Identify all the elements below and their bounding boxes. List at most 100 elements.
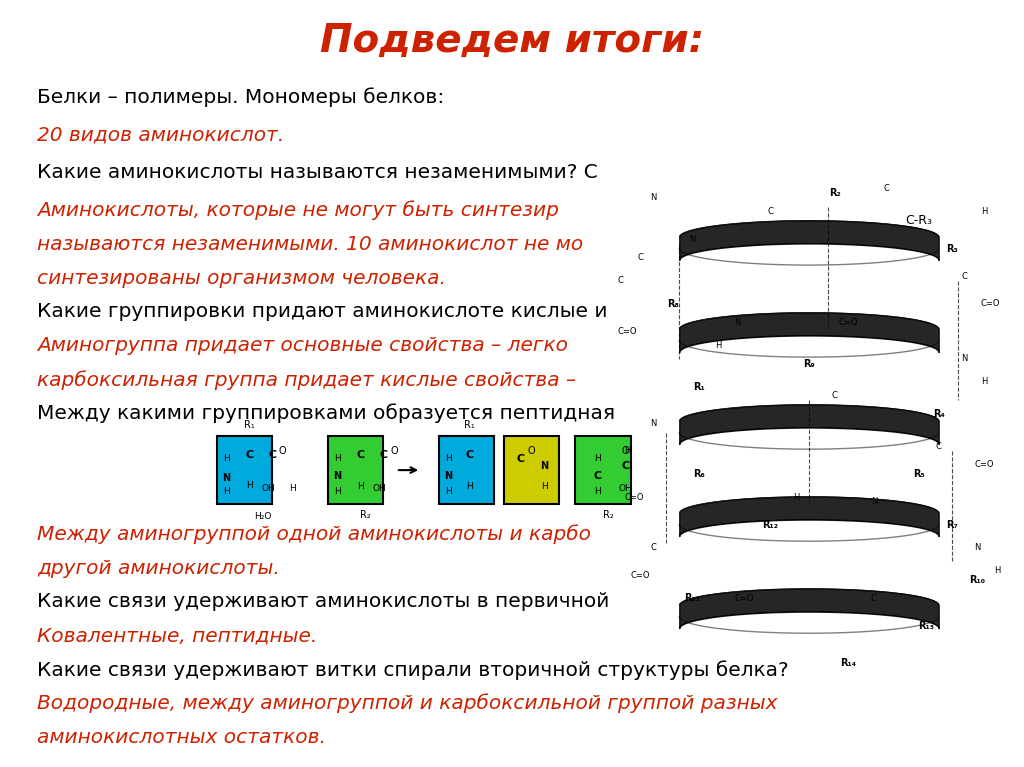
Text: R₁: R₁	[244, 420, 255, 430]
Text: C: C	[884, 184, 890, 193]
Text: C: C	[268, 450, 276, 460]
FancyBboxPatch shape	[328, 436, 383, 504]
Text: Какие аминокислоты называются незаменимыми? С: Какие аминокислоты называются незаменимы…	[37, 163, 598, 182]
Text: R₂: R₂	[360, 510, 371, 520]
Text: R₂: R₂	[602, 510, 613, 520]
Text: N: N	[975, 543, 981, 552]
Text: H: H	[445, 487, 452, 495]
Text: C: C	[246, 450, 253, 460]
Text: Водородные, между аминогруппой и карбоксильной группой разных: Водородные, между аминогруппой и карбокс…	[37, 693, 778, 713]
Text: R₁₄: R₁₄	[840, 657, 856, 668]
Text: C-R₃: C-R₃	[905, 215, 933, 227]
Text: R₅: R₅	[913, 469, 925, 479]
Text: N: N	[444, 471, 453, 481]
Text: C: C	[637, 253, 643, 262]
Text: аминокислотных остатков.: аминокислотных остатков.	[37, 728, 326, 747]
Text: 20 видов аминокислот.: 20 видов аминокислот.	[37, 126, 285, 144]
Text: Какие связи удерживают витки спирали вторичной структуры белка?: Какие связи удерживают витки спирали вто…	[37, 660, 788, 680]
Text: H: H	[246, 481, 253, 489]
Text: R₈: R₈	[667, 298, 679, 309]
FancyBboxPatch shape	[438, 436, 495, 504]
Text: N: N	[650, 193, 656, 202]
Text: H: H	[541, 482, 548, 491]
Text: C=O: C=O	[734, 594, 754, 603]
Text: H: H	[223, 487, 229, 495]
Text: H: H	[357, 482, 364, 491]
Text: C: C	[870, 594, 877, 603]
Text: Между аминогруппой одной аминокислоты и карбо: Между аминогруппой одной аминокислоты и …	[37, 525, 591, 544]
Text: N: N	[870, 497, 877, 506]
Text: H: H	[715, 341, 721, 350]
Text: C: C	[380, 450, 388, 460]
Text: C: C	[936, 442, 942, 451]
Text: H: H	[595, 487, 601, 495]
Text: Ковалентные, пептидные.: Ковалентные, пептидные.	[37, 627, 317, 645]
Text: H: H	[793, 492, 799, 502]
Text: называются незаменимыми. 10 аминокислот не мо: называются незаменимыми. 10 аминокислот …	[37, 235, 584, 254]
Text: C: C	[622, 461, 629, 472]
Text: H: H	[466, 482, 473, 491]
Text: OH: OH	[618, 485, 632, 493]
Text: C=O: C=O	[624, 492, 644, 502]
FancyBboxPatch shape	[575, 436, 631, 504]
Text: H: H	[290, 485, 296, 493]
Text: H: H	[334, 487, 341, 495]
FancyBboxPatch shape	[504, 436, 559, 504]
Text: R₁₂: R₁₂	[762, 519, 778, 530]
Text: H: H	[334, 454, 341, 463]
Text: N: N	[222, 472, 230, 482]
Text: C: C	[650, 543, 656, 552]
Text: R₁: R₁	[693, 381, 705, 392]
Text: C: C	[831, 391, 838, 400]
Text: O: O	[622, 446, 629, 456]
Text: R₇: R₇	[946, 519, 957, 530]
Text: другой аминокислоты.: другой аминокислоты.	[37, 558, 280, 578]
Text: C=O: C=O	[974, 460, 994, 469]
Text: R₃: R₃	[946, 243, 957, 254]
Text: Между какими группировками образуется пептидная: Между какими группировками образуется пе…	[37, 403, 615, 423]
Text: OH: OH	[373, 485, 386, 493]
Text: R₄: R₄	[933, 409, 944, 420]
Text: R₉: R₉	[803, 358, 815, 369]
Text: C=O: C=O	[617, 327, 637, 336]
Text: H: H	[981, 207, 987, 216]
Text: N: N	[689, 235, 695, 244]
Text: C: C	[617, 276, 624, 285]
Text: C=O: C=O	[838, 318, 858, 327]
Text: OH: OH	[262, 485, 275, 493]
Text: C: C	[767, 207, 773, 216]
Text: Какие связи удерживают аминокислоты в первичной: Какие связи удерживают аминокислоты в пе…	[37, 592, 609, 611]
Text: O: O	[390, 446, 397, 456]
Text: Белки – полимеры. Мономеры белков:: Белки – полимеры. Мономеры белков:	[37, 87, 444, 107]
Text: C: C	[594, 471, 602, 481]
Text: Подведем итоги:: Подведем итоги:	[319, 21, 705, 60]
Text: C: C	[466, 450, 474, 460]
Text: синтезированы организмом человека.: синтезированы организмом человека.	[37, 268, 446, 288]
Text: R₁: R₁	[464, 420, 475, 430]
Text: N: N	[962, 354, 968, 364]
Text: N: N	[650, 419, 656, 428]
Text: Аминогруппа придает основные свойства – легко: Аминогруппа придает основные свойства – …	[37, 337, 568, 355]
Text: H₂O: H₂O	[254, 512, 271, 522]
Text: Какие группировки придают аминокислоте кислые и: Какие группировки придают аминокислоте к…	[37, 302, 608, 321]
Text: H: H	[981, 377, 987, 387]
Text: C: C	[962, 272, 968, 281]
Text: O: O	[279, 446, 287, 456]
Text: C: C	[516, 454, 524, 464]
Text: H: H	[625, 446, 631, 456]
Text: N: N	[541, 461, 549, 472]
Text: N: N	[333, 471, 341, 481]
Text: R₂: R₂	[829, 188, 841, 199]
FancyBboxPatch shape	[216, 436, 272, 504]
Text: C=O: C=O	[981, 299, 1000, 308]
Text: N: N	[734, 318, 740, 327]
Text: C=O: C=O	[631, 571, 650, 580]
Text: карбоксильная группа придает кислые свойства –: карбоксильная группа придает кислые свой…	[37, 370, 577, 390]
Text: R₁₃: R₁₃	[918, 621, 934, 631]
Text: R₁₀: R₁₀	[970, 574, 985, 585]
Text: H: H	[223, 454, 229, 463]
Text: H: H	[445, 454, 452, 463]
Text: R₁₁: R₁₁	[684, 593, 700, 604]
Text: C: C	[356, 450, 365, 460]
Text: H: H	[595, 454, 601, 463]
